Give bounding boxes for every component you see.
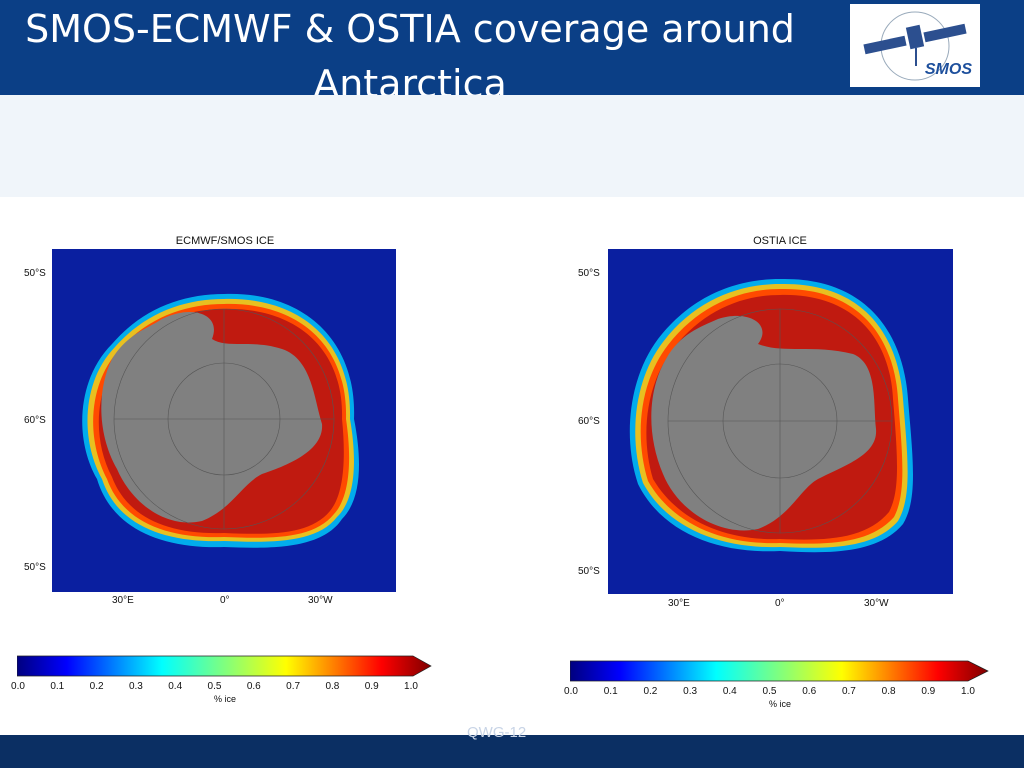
left-lon-label-east: 30°E <box>112 595 134 606</box>
left-map-colorbar-tick: 0.1 <box>50 681 65 692</box>
left-map-colorbar-tick: 1.0 <box>404 681 418 692</box>
left-lat-label-top: 50°S <box>24 268 46 279</box>
content-band <box>0 95 1024 197</box>
right-map-colorbar-tick: 0.8 <box>881 686 896 697</box>
left-lon-label-west: 30°W <box>308 595 333 606</box>
right-map-colorbar-tick: 1.0 <box>961 686 975 697</box>
left-map-colorbar-tick: 0.2 <box>89 681 104 692</box>
left-lon-label-zero: 0° <box>220 595 230 606</box>
left-ice-map <box>52 249 396 592</box>
right-map-colorbar-tick: 0.0 <box>564 686 578 697</box>
slide-footer <box>0 735 1024 768</box>
right-lat-label-top: 50°S <box>578 268 600 279</box>
right-lon-label-east: 30°E <box>668 598 690 609</box>
left-lat-label-mid: 60°S <box>24 415 46 426</box>
slide-title-line1: SMOS-ECMWF & OSTIA coverage around <box>25 7 795 51</box>
smos-logo: SMOS <box>850 4 980 87</box>
right-map-title: OSTIA ICE <box>753 235 807 247</box>
right-map-colorbar-tick: 0.4 <box>722 686 737 697</box>
right-lon-label-west: 30°W <box>864 598 889 609</box>
right-colorbar-label: % ice <box>768 699 792 709</box>
right-ice-map <box>608 249 953 594</box>
right-lat-label-mid: 60°S <box>578 416 600 427</box>
right-map-colorbar-tick: 0.5 <box>762 686 777 697</box>
logo-text: SMOS <box>924 61 972 78</box>
right-map-colorbar-tick: 0.9 <box>921 686 936 697</box>
left-map-title: ECMWF/SMOS ICE <box>175 235 275 247</box>
right-map-colorbar-tick: 0.3 <box>683 686 698 697</box>
left-map-colorbar-tick: 0.9 <box>364 681 379 692</box>
satellite-icon <box>863 11 967 81</box>
left-map-colorbar-tick: 0.3 <box>128 681 143 692</box>
left-map-colorbar-tick: 0.7 <box>286 681 301 692</box>
left-colorbar-label: % ice <box>213 694 237 704</box>
right-map-colorbar-tick: 0.7 <box>841 686 856 697</box>
left-map-colorbar-tick: 0.5 <box>207 681 222 692</box>
right-lat-label-bottom: 50°S <box>578 566 600 577</box>
right-map-colorbar-tick: 0.1 <box>603 686 618 697</box>
right-colorbar <box>570 660 989 682</box>
left-colorbar <box>17 655 432 677</box>
left-map-colorbar-tick: 0.4 <box>168 681 183 692</box>
right-lon-label-zero: 0° <box>775 598 785 609</box>
left-map-colorbar-tick: 0.6 <box>246 681 261 692</box>
slide-title: SMOS-ECMWF & OSTIA coverage around Antar… <box>0 2 820 112</box>
footer-text: QWG-12 <box>467 724 527 741</box>
left-map-colorbar-tick: 0.0 <box>11 681 25 692</box>
right-map-colorbar-tick: 0.2 <box>643 686 658 697</box>
right-map-colorbar-tick: 0.6 <box>802 686 817 697</box>
left-map-colorbar-tick: 0.8 <box>325 681 340 692</box>
left-lat-label-bottom: 50°S <box>24 562 46 573</box>
